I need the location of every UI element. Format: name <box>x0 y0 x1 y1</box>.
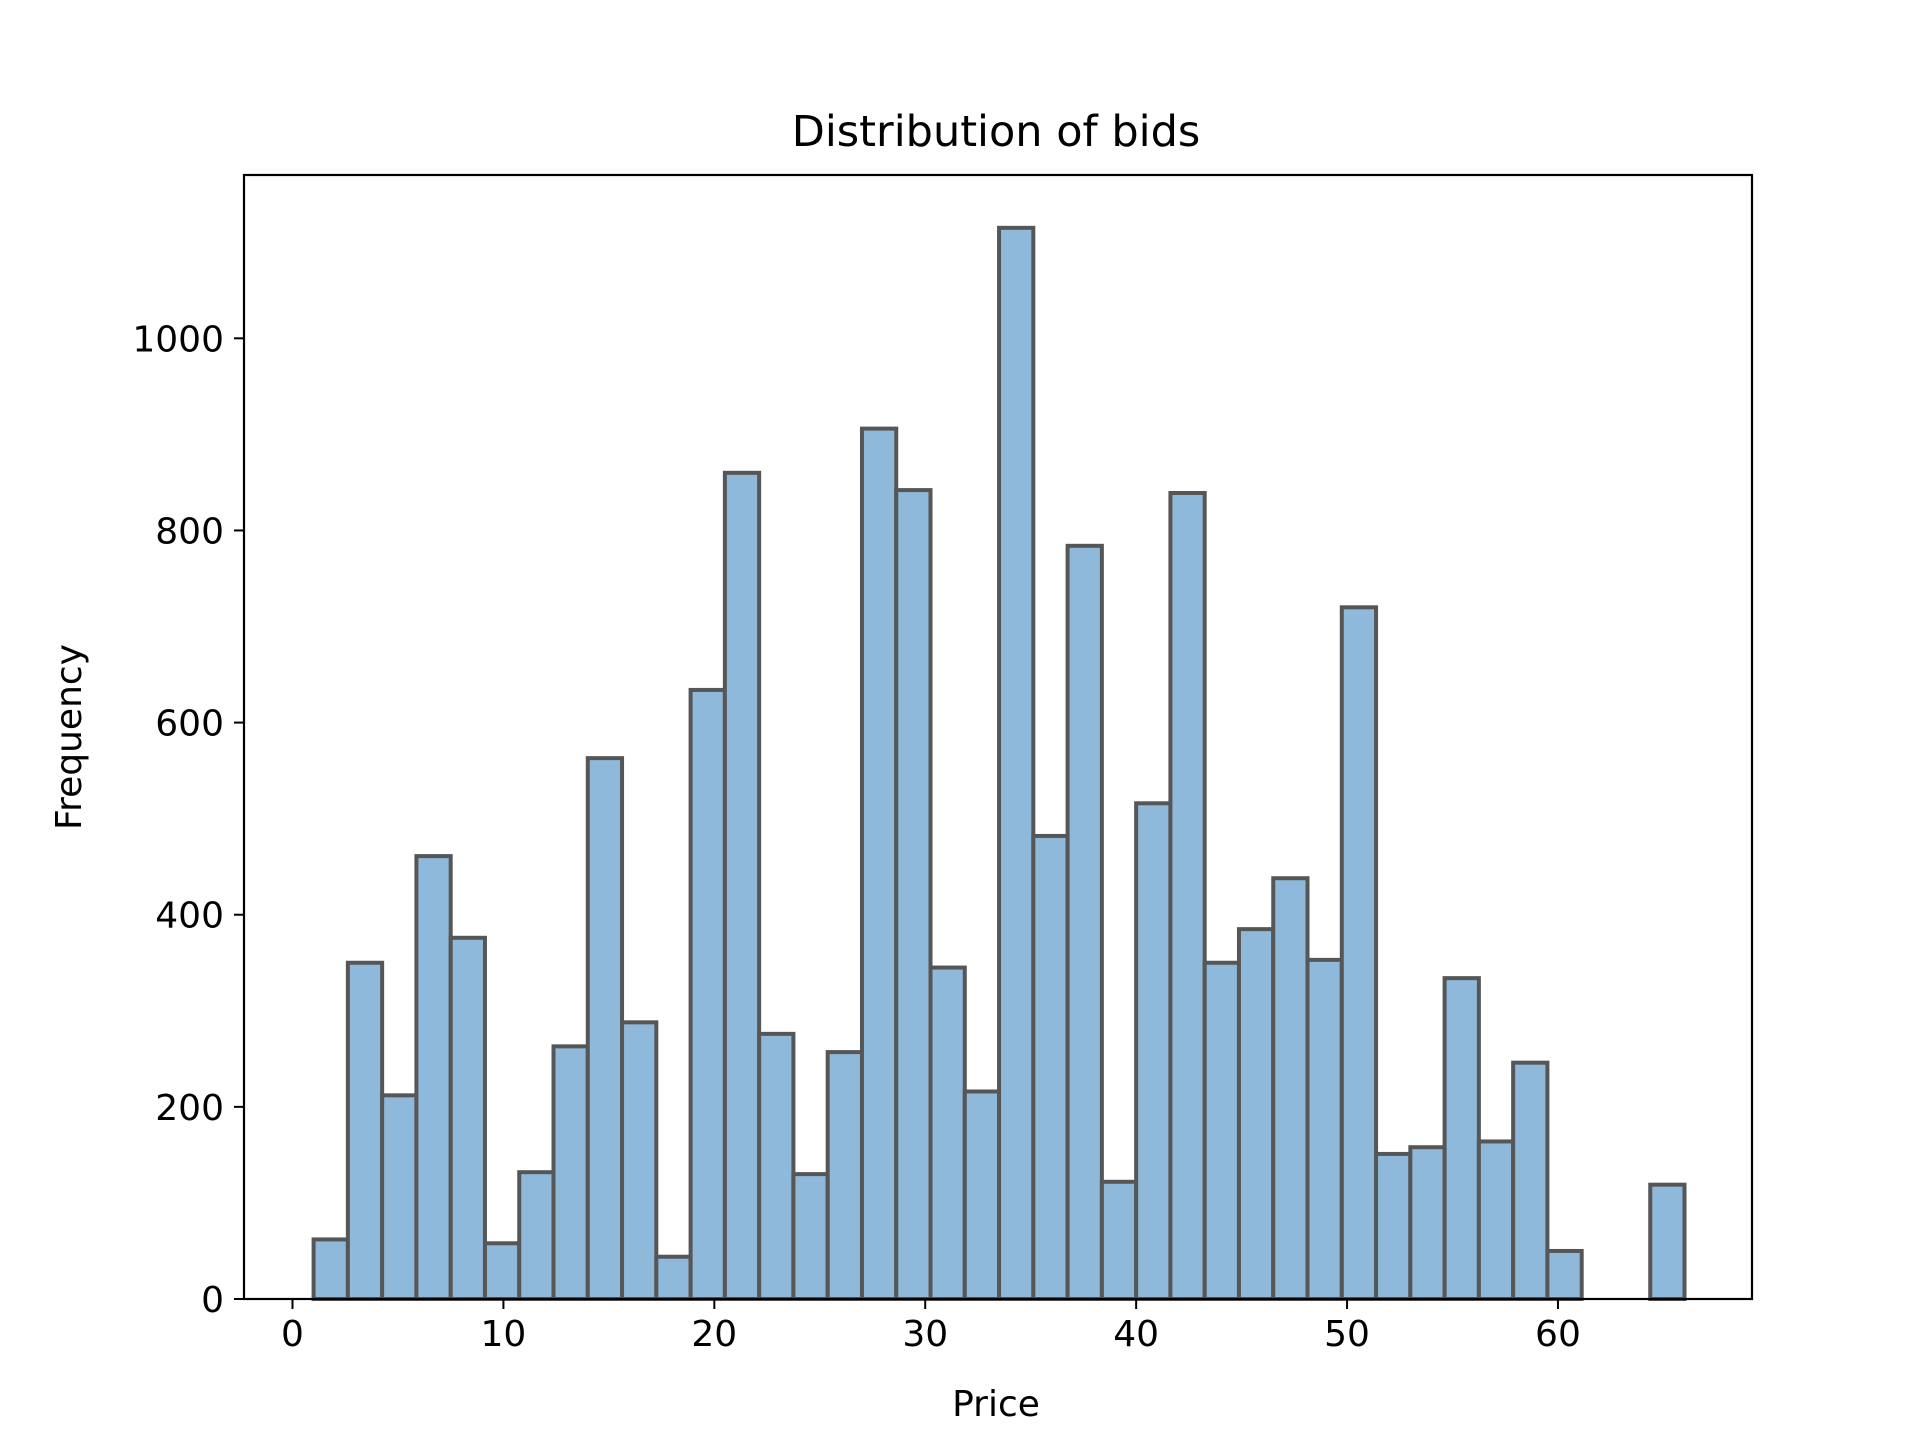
histogram-bar <box>825 1050 864 1301</box>
x-tick-label: 30 <box>902 1314 948 1355</box>
histogram-bar <box>997 225 1036 1301</box>
x-tick-label: 50 <box>1324 1314 1370 1355</box>
y-tick-label: 600 <box>155 704 224 745</box>
histogram-bar <box>1408 1145 1447 1301</box>
histogram-bar <box>859 426 899 1302</box>
y-tick-label: 200 <box>155 1088 224 1129</box>
histogram-bar <box>585 756 625 1301</box>
x-axis-ticks: 0 10 20 30 40 50 60 <box>281 1299 1581 1355</box>
histogram-bar <box>1545 1248 1584 1302</box>
histogram-bar <box>1305 957 1344 1302</box>
histogram-bar <box>551 1044 590 1302</box>
histogram-bar <box>894 488 933 1302</box>
histogram-bar <box>962 1089 1002 1301</box>
x-tick-label: 60 <box>1535 1314 1581 1355</box>
histogram-bar <box>1442 976 1481 1302</box>
histogram-bar <box>482 1241 522 1302</box>
chart-title: Distribution of bids <box>792 107 1201 157</box>
plot-area-frame <box>242 173 1754 1301</box>
y-tick-label: 800 <box>155 511 224 552</box>
histogram-bar <box>1031 833 1070 1301</box>
histogram-bar <box>345 960 385 1301</box>
histogram-bar <box>620 1020 659 1301</box>
x-axis-title: Price <box>952 1384 1040 1425</box>
histogram-bar <box>448 935 487 1301</box>
y-axis-ticks: 0 200 400 600 800 1000 <box>132 319 244 1321</box>
histogram-bar <box>757 1031 796 1302</box>
histogram-bar <box>311 1237 350 1302</box>
histogram-bar <box>1134 801 1173 1301</box>
histogram-bar <box>928 965 967 1301</box>
histogram-bars <box>311 225 1687 1302</box>
histogram-bar <box>1339 605 1379 1301</box>
histogram-bar <box>1374 1151 1413 1302</box>
histogram-bar <box>688 687 727 1301</box>
histogram-bar <box>414 854 453 1301</box>
histogram-bar <box>1202 960 1241 1301</box>
y-tick-label: 1000 <box>132 319 224 360</box>
histogram-bar <box>722 470 762 1301</box>
histogram-bar <box>654 1254 693 1301</box>
x-tick-label: 20 <box>691 1314 737 1355</box>
histogram-bar <box>1065 543 1104 1301</box>
histogram-bar <box>1476 1139 1516 1302</box>
histogram-bar <box>517 1170 556 1301</box>
x-tick-label: 40 <box>1113 1314 1159 1355</box>
histogram-bar <box>1511 1060 1550 1301</box>
histogram-bar <box>1271 876 1310 1301</box>
histogram-bar <box>1648 1182 1687 1301</box>
y-tick-label: 400 <box>155 896 224 937</box>
histogram-bar <box>1099 1179 1139 1302</box>
x-tick-label: 0 <box>281 1314 304 1355</box>
x-tick-label: 10 <box>481 1314 527 1355</box>
y-axis-title: Frequency <box>49 644 90 830</box>
histogram-bar <box>1236 927 1276 1302</box>
y-tick-label: 0 <box>201 1280 224 1321</box>
histogram-bar <box>791 1172 830 1301</box>
histogram-bar <box>380 1093 419 1302</box>
histogram-bar <box>1168 490 1207 1301</box>
